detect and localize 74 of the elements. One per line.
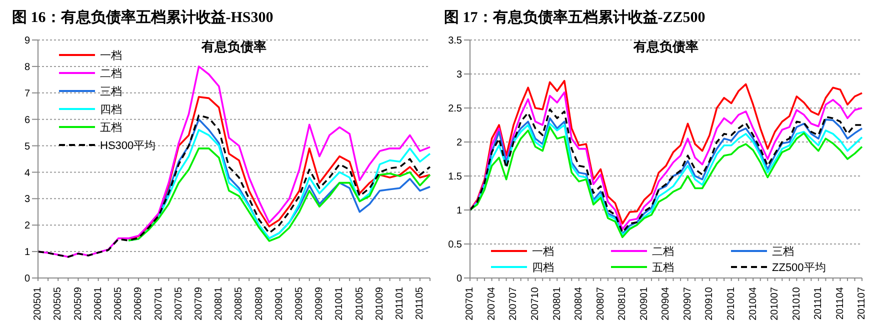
x-tick-label: 200609 [133, 286, 144, 320]
x-tick-label: 200809 [254, 286, 265, 320]
x-tick-label: 201001 [334, 286, 346, 320]
legend-label: 五档 [100, 120, 122, 134]
x-tick-label: 200709 [193, 286, 204, 320]
x-tick-label: 201009 [374, 286, 386, 320]
legend-label: 四档 [100, 102, 122, 116]
x-tick-label: 200904 [660, 286, 672, 320]
y-tick-label: 1.5 [448, 172, 462, 183]
x-tick-label: 201010 [791, 286, 802, 320]
y-tick-label: 3.5 [448, 36, 462, 47]
line-series [37, 114, 431, 258]
y-tick-label: 0 [24, 274, 30, 285]
x-tick-label: 200710 [530, 286, 541, 320]
legend-label: ZZ500平均 [772, 260, 826, 274]
x-tick-label: 201101 [394, 286, 406, 320]
y-tick-label: 1 [456, 206, 462, 217]
legend-label: 三档 [100, 84, 122, 98]
legend-label: 三档 [772, 244, 794, 258]
chart-subtitle: 有息负债率 [202, 39, 266, 54]
x-tick-label: 200905 [294, 286, 305, 320]
y-tick-label: 0 [456, 274, 462, 285]
legend-label: HS300平均 [100, 138, 156, 152]
x-tick-label: 200601 [92, 286, 104, 320]
x-tick-label: 200701 [464, 286, 476, 320]
x-tick-label: 200804 [574, 286, 585, 320]
x-tick-label: 200505 [52, 286, 64, 320]
x-tick-label: 200901 [638, 286, 650, 320]
x-tick-label: 200909 [314, 286, 326, 320]
y-tick-label: 2.5 [448, 104, 462, 115]
x-tick-label: 201105 [414, 286, 426, 320]
x-tick-label: 200509 [72, 286, 84, 320]
legend-label: 二档 [100, 66, 122, 80]
x-tick-label: 200910 [704, 286, 716, 320]
x-tick-label: 201107 [856, 286, 868, 320]
y-tick-label: 2 [456, 138, 462, 149]
chart-subtitle: 有息负债率 [632, 38, 700, 56]
y-tick-label: 3 [24, 194, 30, 206]
x-tick-label: 200901 [274, 286, 285, 320]
legend-label: 一档 [100, 48, 122, 62]
legend-label: 一档 [532, 244, 554, 258]
x-tick-label: 201001 [726, 286, 737, 320]
x-tick-label: 200907 [682, 286, 694, 320]
x-tick-label: 200501 [32, 286, 44, 320]
x-tick-label: 200805 [234, 286, 245, 320]
y-tick-label: 9 [24, 36, 30, 47]
y-tick-label: 1 [24, 247, 30, 258]
y-tick-label: 2 [24, 220, 30, 232]
x-tick-label: 201004 [748, 286, 759, 320]
x-tick-label: 200705 [173, 286, 184, 320]
x-tick-label: 201005 [354, 286, 366, 320]
chart-title: 图 16：有息负债率五档累计收益-HS300 [11, 8, 274, 28]
x-tick-label: 200605 [113, 286, 124, 320]
x-tick-label: 200801 [552, 286, 563, 320]
y-tick-label: 8 [24, 62, 30, 73]
x-tick-label: 200707 [508, 286, 520, 320]
y-tick-label: 6 [24, 114, 30, 126]
y-tick-label: 4 [24, 168, 30, 179]
x-tick-label: 200807 [595, 286, 606, 320]
chart-title: 图 17：有息负债率五档累计收益-ZZ500 [443, 8, 706, 28]
x-tick-label: 201104 [834, 286, 846, 320]
x-tick-label: 201007 [770, 286, 781, 320]
y-tick-label: 3 [456, 70, 462, 81]
x-tick-label: 201101 [813, 286, 824, 320]
x-tick-label: 200810 [617, 286, 628, 320]
y-tick-label: 5 [24, 141, 30, 152]
x-tick-label: 200704 [486, 286, 498, 320]
y-tick-label: 7 [24, 88, 30, 100]
x-tick-label: 200801 [214, 286, 225, 320]
legend-label: 五档 [652, 260, 674, 274]
y-tick-label: 0.5 [448, 240, 462, 251]
legend-label: 二档 [652, 244, 674, 258]
legend-label: 四档 [532, 260, 554, 274]
x-tick-label: 200701 [153, 286, 164, 320]
